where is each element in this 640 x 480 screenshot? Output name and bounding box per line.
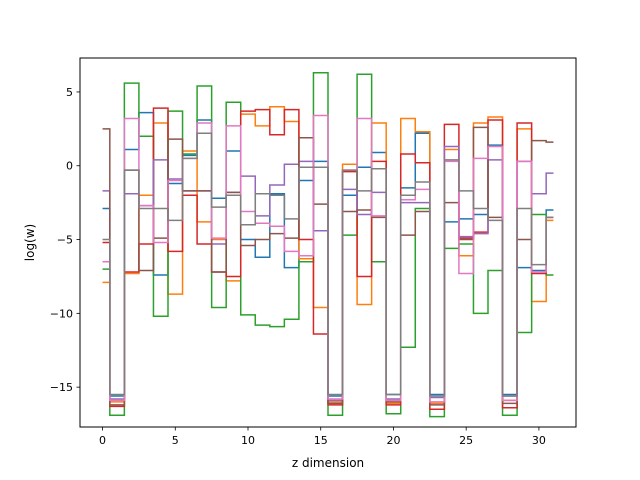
series-line-6 bbox=[102, 126, 554, 406]
x-tick-label: 20 bbox=[386, 434, 400, 447]
y-axis-ticks: −15 −10 −5 0 5 bbox=[50, 86, 80, 394]
y-tick-label: 0 bbox=[66, 160, 73, 173]
y-tick-label: 5 bbox=[66, 86, 73, 99]
y-tick-label: −5 bbox=[57, 234, 73, 247]
x-tick-label: 0 bbox=[99, 434, 106, 447]
plot-frame bbox=[79, 57, 577, 428]
y-axis-label: log(w) bbox=[23, 224, 37, 261]
x-tick-label: 30 bbox=[532, 434, 546, 447]
x-axis-ticks: 0 5 10 15 20 25 30 bbox=[99, 427, 546, 447]
y-tick-label: −15 bbox=[50, 381, 73, 394]
x-tick-label: 15 bbox=[314, 434, 328, 447]
x-axis-label: z dimension bbox=[292, 456, 364, 470]
y-tick-label: −10 bbox=[50, 307, 73, 320]
x-tick-label: 5 bbox=[172, 434, 179, 447]
series-layer bbox=[102, 72, 554, 418]
series-line-8 bbox=[102, 132, 554, 397]
x-tick-label: 25 bbox=[459, 434, 473, 447]
x-tick-label: 10 bbox=[241, 434, 255, 447]
